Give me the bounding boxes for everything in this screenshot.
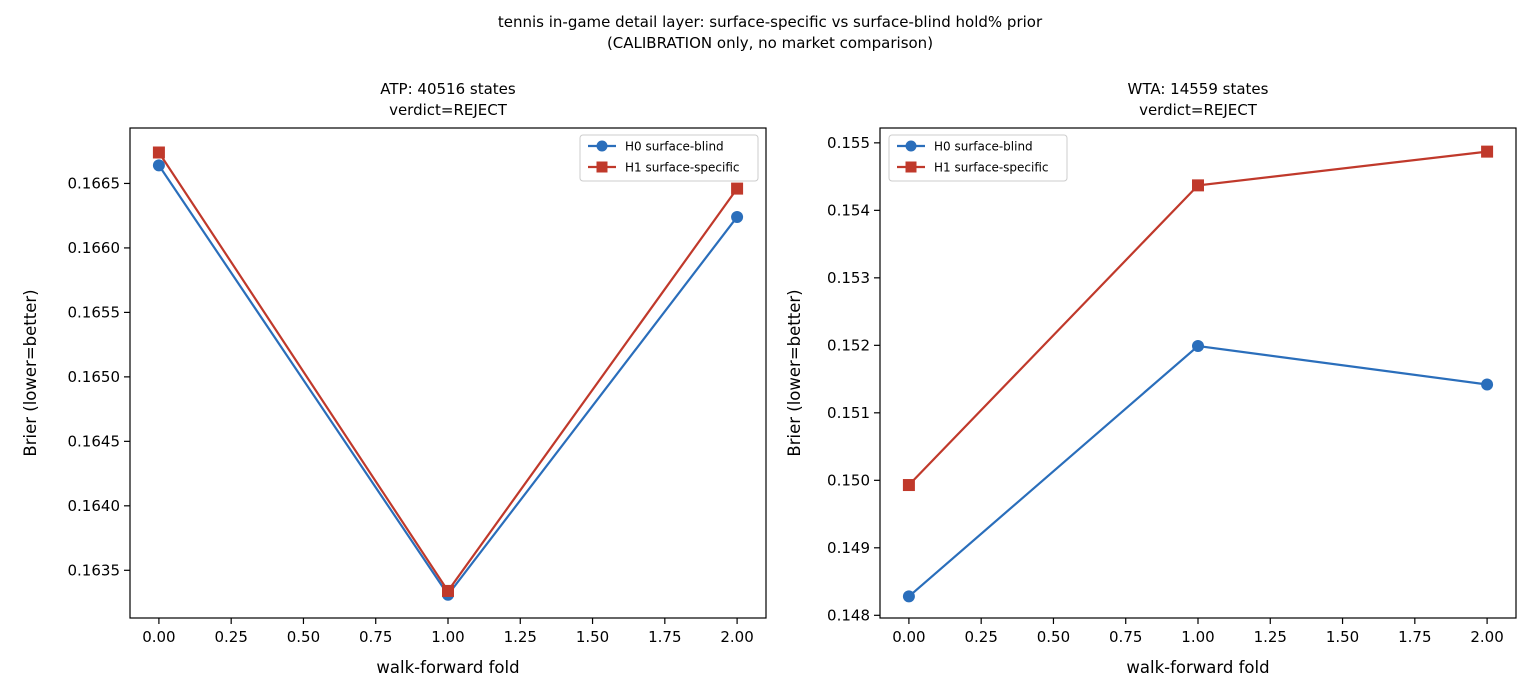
wta-legend: H0 surface-blind H1 surface-specific xyxy=(888,134,1068,182)
atp-series-h0-line xyxy=(157,164,738,597)
wta-y-tick-label: 0.151 xyxy=(827,404,870,422)
wta-x-tick-label: 1.25 xyxy=(1254,628,1287,646)
wta-legend-marker-h1 xyxy=(905,161,917,173)
figure-title-line2: (CALIBRATION only, no market comparison) xyxy=(606,34,934,52)
atp-title-line1: ATP: 40516 states xyxy=(380,80,516,98)
atp-x-tick-label: 1.00 xyxy=(431,628,464,646)
wta-x-axis-label: walk-forward fold xyxy=(1126,658,1269,677)
atp-y-tick-label: 0.1655 xyxy=(68,303,121,321)
atp-y-tick-label: 0.1635 xyxy=(68,561,121,579)
wta-y-tick-label: 0.150 xyxy=(827,471,870,489)
wta-series-h0-point xyxy=(1192,340,1204,353)
wta-x-tick-label: 1.50 xyxy=(1326,628,1359,646)
wta-legend-box xyxy=(888,134,1068,182)
wta-legend-marker-h0 xyxy=(905,140,917,152)
atp-y-tick-label: 0.1660 xyxy=(68,239,121,257)
wta-series-h0-point xyxy=(1481,378,1494,391)
wta-series-h0-point xyxy=(902,590,915,603)
atp-x-tick-label: 2.00 xyxy=(720,628,753,646)
atp-x-tick-label: 0.75 xyxy=(359,628,392,646)
wta-series-h1-point xyxy=(902,479,915,492)
atp-panel: ATP: 40516 states verdict=REJECT 0.00 0.25 0… xyxy=(21,80,767,677)
wta-y-tick-label: 0.152 xyxy=(827,336,870,354)
atp-legend-label-h1: H1 surface-specific xyxy=(625,161,740,175)
wta-y-tick-label: 0.153 xyxy=(827,269,870,287)
atp-x-tick-label: 0.50 xyxy=(287,628,320,646)
wta-y-tick-label: 0.154 xyxy=(827,201,870,219)
wta-x-tick-label: 0.25 xyxy=(964,628,997,646)
atp-x-tick-label: 0.00 xyxy=(142,628,175,646)
atp-series-h1-line xyxy=(157,151,738,593)
figure-title: tennis in-game detail layer: surface-spe… xyxy=(0,12,1540,54)
atp-title-line2: verdict=REJECT xyxy=(389,101,508,119)
wta-y-axis-label: Brier (lower=better) xyxy=(785,289,804,456)
atp-x-tick-label: 0.25 xyxy=(214,628,247,646)
atp-y-tick-label: 0.1650 xyxy=(68,368,121,386)
wta-panel: WTA: 14559 states verdict=REJECT 0.00 0.25 0… xyxy=(785,80,1517,677)
wta-title-line2: verdict=REJECT xyxy=(1139,101,1258,119)
atp-legend-marker-h1 xyxy=(596,161,608,173)
wta-title-line1: WTA: 14559 states xyxy=(1128,80,1269,98)
atp-legend: H0 surface-blind H1 surface-specific xyxy=(579,134,759,182)
atp-legend-marker-h0 xyxy=(596,140,608,152)
wta-x-tick-label: 1.00 xyxy=(1181,628,1214,646)
wta-x-tick-label: 0.00 xyxy=(892,628,925,646)
atp-series-h0-point xyxy=(731,210,744,223)
atp-y-tick-label: 0.1665 xyxy=(68,174,121,192)
wta-plot-frame xyxy=(879,127,1517,619)
atp-legend-label-h0: H0 surface-blind xyxy=(625,140,724,154)
wta-series-h1-point xyxy=(1192,179,1204,192)
atp-series-h0-point xyxy=(152,159,165,172)
atp-x-axis-label: walk-forward fold xyxy=(376,658,519,677)
wta-legend-label-h0: H0 surface-blind xyxy=(934,140,1033,154)
wta-series-h1-line xyxy=(908,150,1488,486)
atp-y-tick-label: 0.1645 xyxy=(68,432,121,450)
wta-x-tick-label: 2.00 xyxy=(1470,628,1503,646)
atp-legend-box xyxy=(579,134,759,182)
wta-series-h0-line xyxy=(908,344,1488,598)
atp-y-axis-label: Brier (lower=better) xyxy=(21,289,40,456)
wta-y-tick-label: 0.148 xyxy=(827,606,870,624)
wta-x-tick-label: 0.75 xyxy=(1109,628,1142,646)
wta-legend-label-h1: H1 surface-specific xyxy=(934,161,1049,175)
figure-title-line1: tennis in-game detail layer: surface-spe… xyxy=(497,13,1043,31)
atp-x-tick-label: 1.25 xyxy=(504,628,537,646)
wta-series-h1-point xyxy=(1481,145,1494,158)
wta-x-tick-label: 0.50 xyxy=(1037,628,1070,646)
wta-x-tick-label: 1.75 xyxy=(1398,628,1431,646)
wta-y-tick-label: 0.155 xyxy=(827,134,870,152)
atp-series-h1-point xyxy=(731,182,744,195)
atp-plot-frame xyxy=(129,127,767,619)
atp-x-tick-label: 1.75 xyxy=(648,628,681,646)
atp-series-h1-point xyxy=(442,584,454,597)
wta-y-tick-label: 0.149 xyxy=(827,539,870,557)
atp-y-tick-label: 0.1640 xyxy=(68,497,121,515)
atp-series-h1-point xyxy=(152,146,165,159)
atp-x-tick-label: 1.50 xyxy=(576,628,609,646)
